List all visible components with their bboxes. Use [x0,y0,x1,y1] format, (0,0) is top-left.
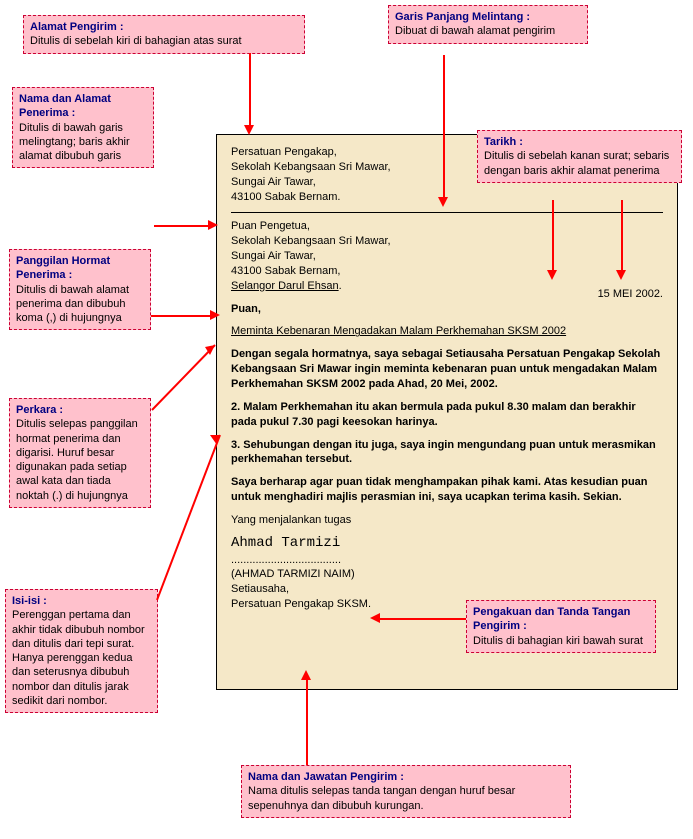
arrow-head [370,613,380,623]
callout-nama-jawatan: Nama dan Jawatan Pengirim : Nama ditulis… [241,765,571,818]
recipient-line: Sungai Air Tawar, [231,249,663,264]
arrow-head [616,270,626,280]
callout-tarikh: Tarikh : Ditulis di sebelah kanan surat;… [477,130,682,183]
arrow-line [249,53,251,125]
callout-desc: Dibuat di bawah alamat pengirim [395,24,581,38]
arrow-head [301,670,311,680]
horizontal-rule [231,212,663,213]
arrow-head [547,270,557,280]
paragraph-3: 3. Sehubungan dengan itu juga, saya ingi… [231,438,663,468]
callout-desc: Ditulis di sebelah kiri di bahagian atas… [30,34,298,48]
callout-garis-panjang: Garis Panjang Melintang : Dibuat di bawa… [388,5,588,44]
callout-desc: Ditulis selepas panggilan hormat penerim… [16,417,144,503]
recipient-address: Puan Pengetua, Sekolah Kebangsaan Sri Ma… [231,219,663,293]
callout-panggilan-hormat: Panggilan Hormat Penerima : Ditulis di b… [9,249,151,330]
closing: Yang menjalankan tugas [231,513,663,528]
callout-title: Nama dan Alamat Penerima : [19,92,147,121]
callout-pengakuan: Pengakuan dan Tanda Tangan Pengirim : Di… [466,600,656,653]
sender-position: Setiausaha, [231,582,663,597]
arrow-head [210,310,220,320]
callout-title: Pengakuan dan Tanda Tangan Pengirim : [473,605,649,634]
arrow-head [208,220,218,230]
callout-title: Tarikh : [484,135,675,149]
callout-title: Garis Panjang Melintang : [395,10,581,24]
arrow-line [380,618,466,620]
callout-title: Perkara : [16,403,144,417]
arrow-line [621,200,623,270]
recipient-line: Puan Pengetua, [231,219,663,234]
arrow-svg [150,335,230,415]
arrow-line [443,55,445,197]
callout-desc: Perenggan pertama dan akhir tidak dibubu… [12,608,151,708]
signature: Ahmad Tarmizi [231,534,663,553]
arrow-line [552,200,554,270]
callout-desc: Ditulis di sebelah kanan surat; sebaris … [484,149,675,178]
callout-nama-alamat-penerima: Nama dan Alamat Penerima : Ditulis di ba… [12,87,154,168]
arrow-svg [155,425,235,605]
callout-alamat-pengirim: Alamat Pengirim : Ditulis di sebelah kir… [23,15,305,54]
callout-isi: Isi-isi : Perenggan pertama dan akhir ti… [5,589,158,713]
callout-perkara: Perkara : Ditulis selepas panggilan horm… [9,398,151,508]
salutation: Puan, [231,302,663,317]
callout-desc: Nama ditulis selepas tanda tangan dengan… [248,784,564,813]
callout-title: Nama dan Jawatan Pengirim : [248,770,564,784]
callout-desc: Ditulis di bahagian kiri bawah surat [473,634,649,648]
arrow-line [306,680,308,765]
letter-date: 15 MEI 2002. [598,287,663,302]
paragraph-1: Dengan segala hormatnya, saya sebagai Se… [231,347,663,392]
recipient-line: Sekolah Kebangsaan Sri Mawar, [231,234,663,249]
arrow-line [151,315,210,317]
recipient-line: 43100 Sabak Bernam, [231,264,663,279]
callout-desc: Ditulis di bawah alamat penerima dan dib… [16,283,144,326]
arrow-head [244,125,254,135]
arrow-line [154,225,208,227]
sender-name-caps: (AHMAD TARMIZI NAIM) [231,567,663,582]
subject-line: Meminta Kebenaran Mengadakan Malam Perkh… [231,324,663,339]
callout-title: Isi-isi : [12,594,151,608]
callout-desc: Ditulis di bawah garis melingtang; baris… [19,121,147,164]
callout-title: Panggilan Hormat Penerima : [16,254,144,283]
arrow-head [438,197,448,207]
paragraph-4: Saya berharap agar puan tidak menghampak… [231,475,663,505]
signature-rule: .................................... [231,553,663,568]
callout-title: Alamat Pengirim : [30,20,298,34]
paragraph-2: 2. Malam Perkhemahan itu akan bermula pa… [231,400,663,430]
